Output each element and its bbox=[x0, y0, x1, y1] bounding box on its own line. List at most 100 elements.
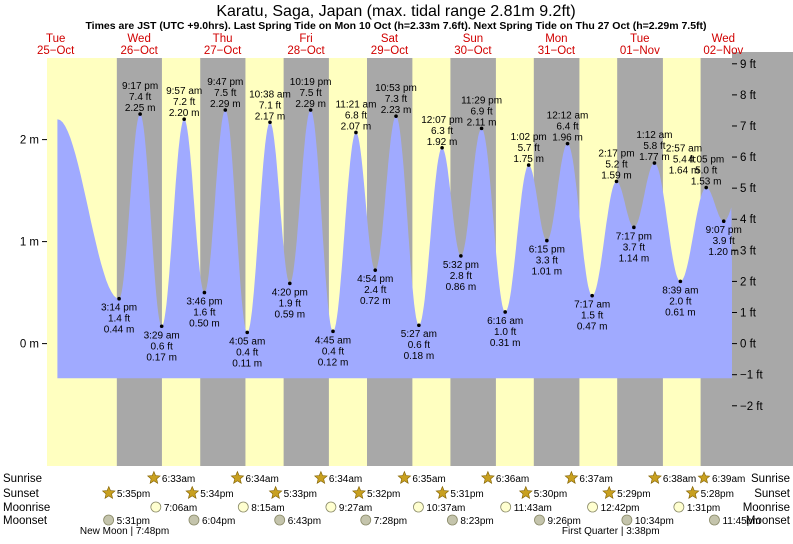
tide-time-label: 7:17 pm bbox=[616, 231, 652, 242]
tide-time-label: 2:17 pm bbox=[598, 148, 634, 159]
astro-row-label-right: Sunset bbox=[754, 488, 791, 500]
tide-point-high bbox=[440, 145, 444, 150]
moonset-time: 10:34pm bbox=[635, 516, 674, 527]
tide-height-label: 1.92 m bbox=[427, 137, 458, 148]
tide-feet-label: 5.2 ft bbox=[605, 159, 627, 170]
tide-point-high bbox=[182, 117, 186, 121]
y-tick-label-right: 5 ft bbox=[740, 183, 757, 195]
sunset-time: 5:33pm bbox=[284, 489, 317, 500]
tide-feet-label: 0.6 ft bbox=[151, 341, 173, 352]
tide-extremes: 3:14 pm1.4 ft0.44 m 9:17 pm7.4 ft2.25 m 3:… bbox=[101, 77, 742, 369]
tide-feet-label: 3.3 ft bbox=[536, 256, 558, 267]
day-date: 31−Oct bbox=[538, 45, 576, 57]
tide-height-label: 0.12 m bbox=[318, 357, 349, 368]
tide-height-label: 1.59 m bbox=[601, 170, 632, 181]
day-date: 27−Oct bbox=[204, 45, 242, 57]
tide-point-low bbox=[331, 329, 335, 334]
tide-point-low bbox=[288, 281, 292, 286]
tide-time-label: 6:16 am bbox=[487, 316, 523, 327]
day-date: 01−Nov bbox=[620, 45, 660, 57]
tide-time-label: 5:32 pm bbox=[443, 260, 479, 271]
tide-height-label: 0.59 m bbox=[275, 309, 306, 320]
tide-feet-label: 7.5 ft bbox=[214, 88, 236, 99]
tide-feet-label: 0.4 ft bbox=[322, 346, 344, 357]
tide-time-label: 12:07 pm bbox=[421, 115, 463, 126]
astro-row-label-left: Sunset bbox=[3, 488, 40, 500]
tide-time-label: 10:53 pm bbox=[375, 83, 417, 94]
tide-feet-label: 1.9 ft bbox=[279, 298, 301, 309]
day-name: Wed bbox=[712, 33, 735, 45]
tide-feet-label: 1.0 ft bbox=[494, 327, 516, 338]
tide-feet-label: 7.3 ft bbox=[385, 94, 407, 105]
right-axis-panel bbox=[732, 52, 793, 466]
page-subtitle: Times are JST (UTC +9.0hrs). Last Spring… bbox=[85, 20, 706, 32]
tide-height-label: 2.23 m bbox=[381, 105, 412, 116]
moon-icon bbox=[709, 514, 720, 526]
astro-row-label-left: Moonset bbox=[3, 515, 48, 527]
moonset-time: 7:28pm bbox=[374, 516, 407, 527]
y-tick-label-left: 1 m bbox=[20, 237, 39, 249]
tide-time-label: 5:27 am bbox=[401, 329, 437, 340]
tide-point-high bbox=[354, 130, 358, 135]
moonrise-time: 12:42pm bbox=[601, 503, 640, 514]
tide-point-high bbox=[268, 120, 272, 125]
moonrise-time: 9:27am bbox=[339, 503, 372, 514]
sunrise-time: 6:36am bbox=[496, 474, 529, 485]
sun-icon bbox=[602, 485, 617, 499]
sun-icon bbox=[268, 485, 283, 499]
tide-point-high bbox=[565, 141, 570, 146]
tide-time-label: 4:20 pm bbox=[272, 287, 308, 298]
tide-point-high bbox=[704, 185, 708, 190]
tide-time-label: 4:45 am bbox=[315, 335, 351, 346]
sunrise-time: 6:34am bbox=[329, 474, 362, 485]
tide-point-high bbox=[223, 108, 228, 112]
sun-icon bbox=[564, 470, 579, 484]
tide-height-label: 1.14 m bbox=[619, 253, 650, 264]
tide-time-label: 11:29 pm bbox=[461, 95, 502, 106]
tide-point-low bbox=[590, 293, 594, 298]
tide-height-label: 1.75 m bbox=[513, 154, 544, 165]
tide-point-high bbox=[526, 163, 531, 167]
sunset-time: 5:34pm bbox=[200, 489, 233, 500]
moon-icon bbox=[673, 501, 685, 513]
tide-height-label: 0.86 m bbox=[446, 282, 477, 293]
y-tick-label-left: 2 m bbox=[20, 135, 39, 147]
tide-feet-label: 7.5 ft bbox=[300, 88, 322, 99]
tide-time-label: 3:29 am bbox=[144, 330, 180, 341]
tide-feet-label: 7.4 ft bbox=[129, 92, 151, 103]
tide-point-low bbox=[545, 238, 549, 243]
sunrise-time: 6:35am bbox=[412, 474, 445, 485]
sunset-time: 5:35pm bbox=[117, 489, 150, 500]
moonrise-time: 1:31pm bbox=[687, 503, 720, 514]
sun-icon bbox=[397, 470, 412, 484]
tide-time-label: 12:12 am bbox=[547, 111, 589, 122]
moonrise-time: 10:37am bbox=[426, 503, 465, 514]
tide-point-low bbox=[373, 268, 378, 272]
moon-icon bbox=[500, 501, 512, 513]
tide-feet-label: 0.4 ft bbox=[236, 347, 258, 358]
tide-point-low bbox=[503, 310, 507, 314]
tide-time-label: 8:39 am bbox=[662, 285, 698, 296]
tide-feet-label: 2.8 ft bbox=[450, 271, 472, 282]
day-date: 02−Nov bbox=[703, 45, 743, 57]
tide-point-low bbox=[202, 290, 207, 295]
tide-point-low bbox=[159, 324, 164, 329]
tide-feet-label: 1.6 ft bbox=[193, 308, 215, 319]
tide-point-high bbox=[652, 161, 657, 165]
tide-point-low bbox=[459, 254, 463, 258]
moon-icon bbox=[274, 514, 286, 526]
tide-height-label: 2.11 m bbox=[467, 117, 497, 128]
sunrise-time: 6:38am bbox=[663, 474, 696, 485]
tide-height-label: 0.17 m bbox=[146, 352, 177, 363]
moon-icon bbox=[103, 514, 115, 526]
day-name: Mon bbox=[545, 33, 567, 45]
y-tick-label-right: −2 ft bbox=[740, 401, 764, 413]
y-tick-label-right: 9 ft bbox=[740, 59, 757, 71]
tide-feet-label: 1.4 ft bbox=[108, 314, 130, 325]
tide-point-low bbox=[117, 296, 121, 301]
day-date: 29−Oct bbox=[371, 45, 409, 57]
moon-icon bbox=[413, 501, 424, 513]
sunset-time: 5:30pm bbox=[534, 489, 567, 500]
day-name: Fri bbox=[299, 33, 312, 45]
y-tick-label-right: 0 ft bbox=[740, 339, 757, 351]
